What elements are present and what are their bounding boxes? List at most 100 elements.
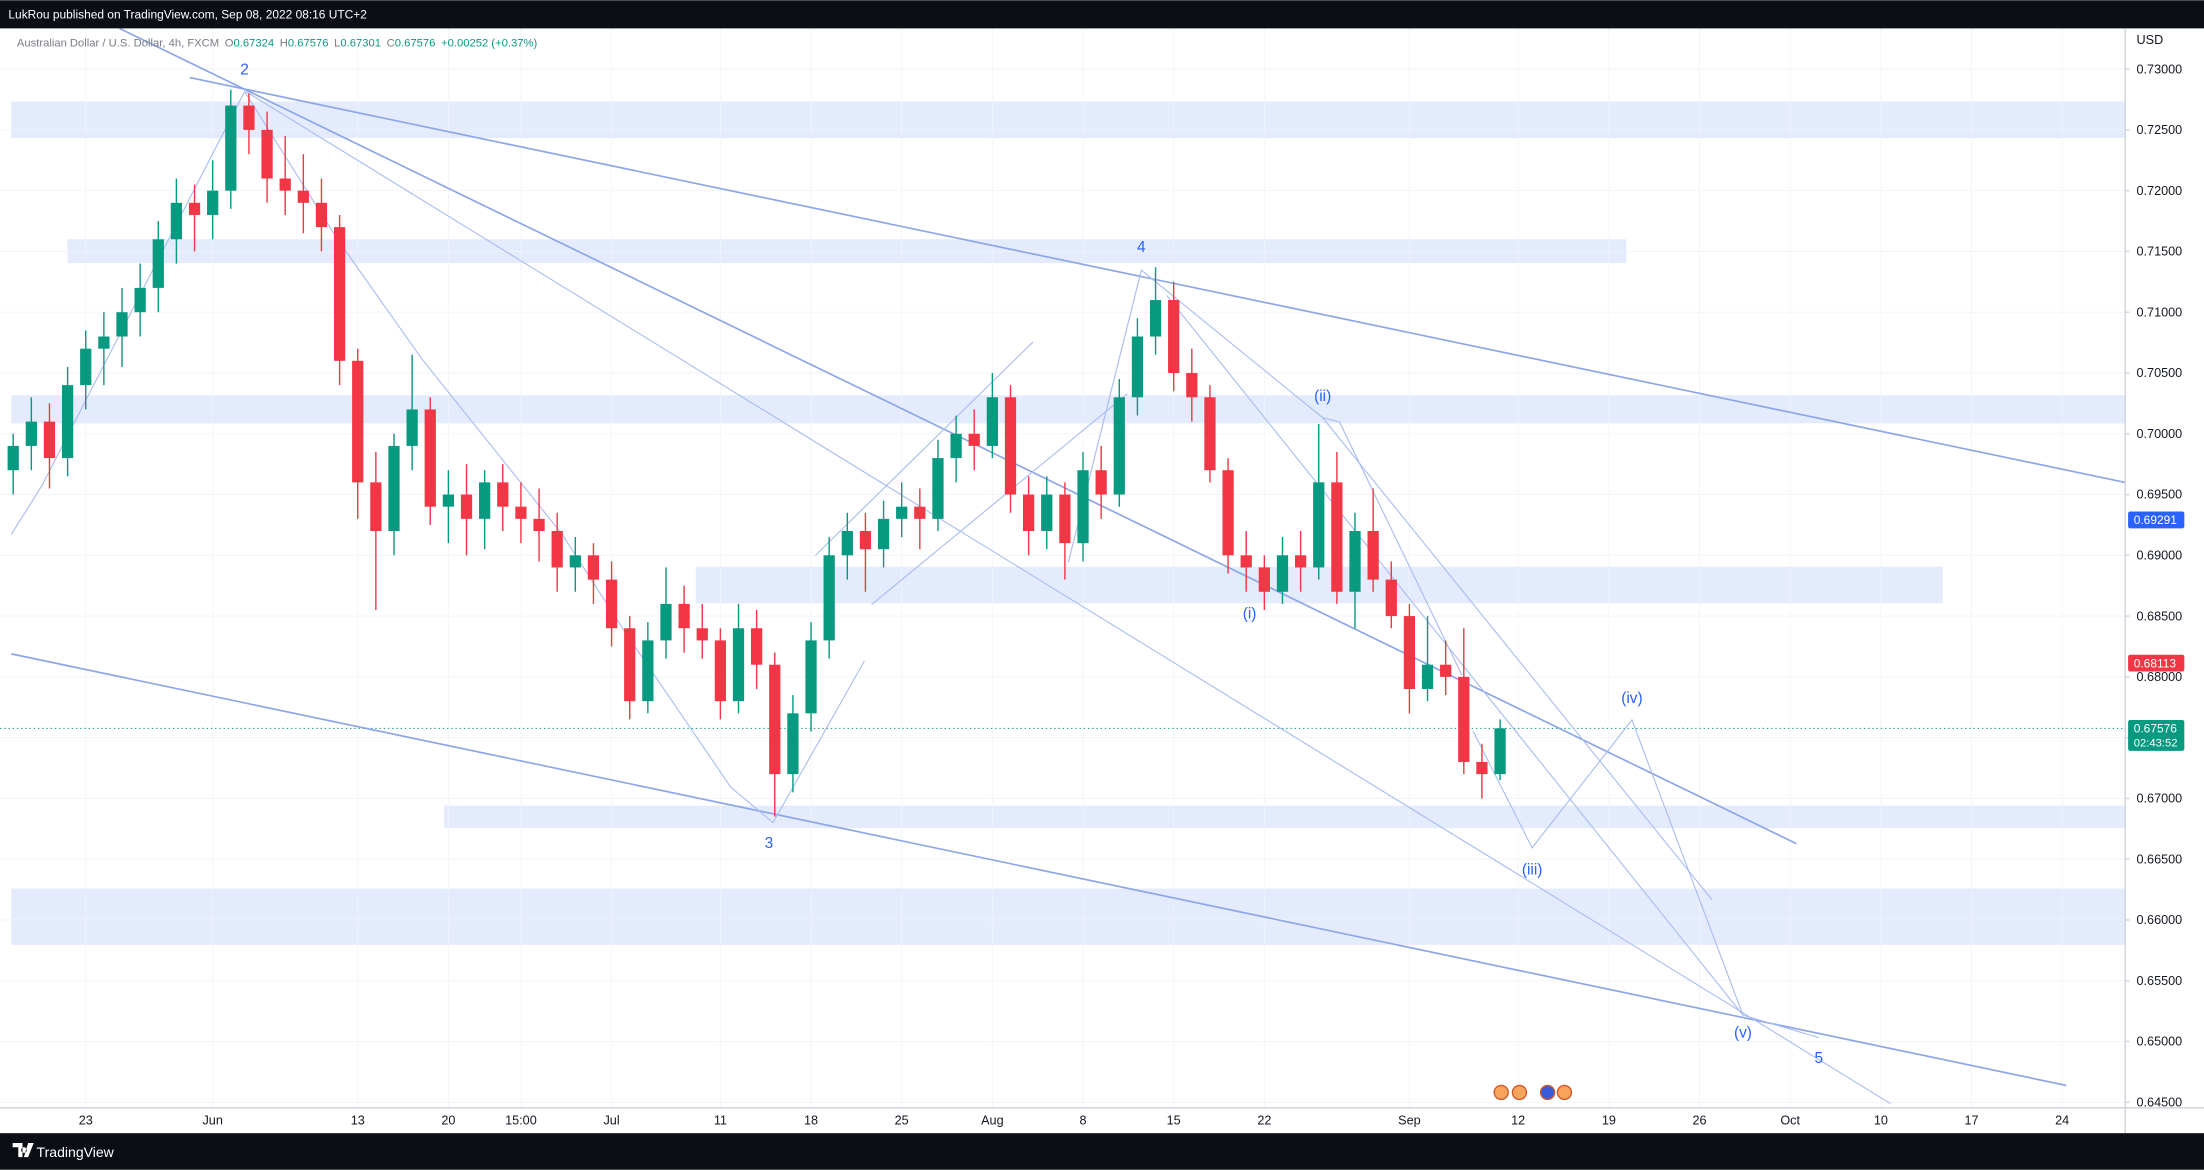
y-tick-label: 0.66000	[2137, 913, 2183, 927]
trendline	[11, 653, 2067, 1087]
projection-line	[1166, 295, 1744, 1016]
y-tick-label: 0.72500	[2137, 123, 2183, 137]
candle-body	[333, 227, 346, 361]
x-tick-label: 23	[79, 1114, 93, 1128]
ohlc-value: 0.67576	[288, 38, 329, 50]
x-tick-label: 26	[1692, 1114, 1706, 1128]
symbol: Australian Dollar / U.S. Dollar, 4h, FXC…	[17, 38, 219, 50]
x-tick-label: Sep	[1398, 1114, 1421, 1128]
candle-body	[152, 239, 164, 288]
candle-body	[968, 433, 980, 446]
candle-body	[61, 385, 74, 459]
candle-body	[751, 628, 763, 665]
ohlc-value: 0.67324	[234, 38, 275, 50]
ohlc-key: H	[280, 38, 288, 50]
x-tick-label: Jun	[202, 1114, 222, 1128]
candle-body	[533, 518, 545, 531]
price-tag-label: 0.69291	[2134, 513, 2178, 527]
x-tick-label: 15:00	[505, 1114, 537, 1128]
candle-body	[660, 603, 672, 641]
candle-body	[25, 421, 37, 446]
price-tag	[2128, 719, 2185, 751]
candle-body	[823, 555, 835, 641]
x-tick-label: 18	[804, 1114, 818, 1128]
wave-label: 5	[1815, 1050, 1824, 1067]
y-tick-label: 0.67000	[2137, 792, 2183, 806]
y-tick-label: 0.68500	[2137, 609, 2183, 623]
publisher: LukRou published on TradingView.com, Sep…	[8, 8, 367, 22]
currency: USD	[2137, 33, 2164, 47]
ohlc-key: C	[387, 38, 395, 50]
wave-labels: 2 4 3 (ii) (i) (iv) (iii) (v) 5	[240, 62, 1823, 1067]
y-tick-label: 0.66500	[2137, 852, 2183, 866]
candle-body	[352, 360, 364, 483]
y-tick-label: 0.69500	[2137, 488, 2183, 502]
candle-body	[569, 555, 581, 568]
event-icon	[1539, 1084, 1556, 1101]
candle-body	[932, 458, 944, 519]
price-tag-label: 0.67576	[2134, 722, 2178, 736]
candle-body	[1276, 555, 1289, 592]
candle-body	[769, 664, 781, 775]
candle-body	[950, 433, 962, 459]
x-tick-label: 12	[1511, 1114, 1525, 1128]
candle-body	[134, 287, 146, 313]
x-tick-label: 20	[441, 1114, 455, 1128]
candle-body	[732, 628, 745, 702]
event-icon	[1493, 1084, 1509, 1101]
candle-body	[805, 640, 817, 714]
event-icon	[1511, 1084, 1528, 1101]
event-icon	[1556, 1084, 1573, 1101]
y-tick-label: 0.70000	[2137, 427, 2183, 441]
candle-body	[442, 494, 455, 507]
channel-line	[871, 393, 1128, 606]
candle-body	[370, 482, 382, 531]
candle-body	[388, 445, 400, 531]
candle-body	[1041, 494, 1053, 531]
candle-body	[116, 312, 128, 337]
candle-body	[624, 628, 636, 702]
candle-body	[551, 530, 563, 568]
candle-body	[1095, 470, 1107, 495]
candle-body	[877, 518, 890, 550]
candle-body	[1186, 372, 1198, 398]
y-tick-label: 0.71000	[2137, 305, 2183, 319]
candle-body	[1222, 470, 1234, 556]
candle-body	[1204, 397, 1216, 471]
y-tick-label: 0.73000	[2137, 62, 2183, 76]
candle-body	[1403, 616, 1416, 690]
candle-body	[515, 506, 527, 519]
x-tick-label: 8	[1080, 1114, 1087, 1128]
x-tick-label: Oct	[1780, 1114, 1800, 1128]
projection-line	[1322, 417, 1713, 901]
candle-body	[1004, 397, 1017, 495]
candle-body	[297, 190, 309, 203]
y-tick-label: 0.72000	[2137, 184, 2183, 198]
x-tick-label: 11	[714, 1114, 727, 1128]
candle-body	[80, 348, 92, 386]
wave-label: (iii)	[1522, 862, 1543, 879]
zone	[11, 395, 2126, 424]
event-icons	[1493, 1084, 1573, 1101]
logo	[12, 1143, 34, 1158]
candle-body	[1385, 579, 1397, 617]
trendline	[189, 76, 2126, 484]
brand: TradingView	[37, 1144, 115, 1160]
change: +0.00252 (+0.37%)	[441, 38, 537, 50]
countdown: 02:43:52	[2134, 738, 2178, 750]
channel-line	[814, 341, 1034, 556]
candle-body	[787, 713, 799, 775]
trendlines	[10, 27, 2126, 1105]
projection-path	[1472, 718, 1820, 1039]
y-tick-label: 0.65000	[2137, 1035, 2183, 1049]
candle-body	[1458, 676, 1470, 762]
candle-body	[1240, 555, 1252, 568]
ohlc-key: O	[225, 38, 234, 50]
x-tick-label: 13	[351, 1114, 365, 1128]
candle-body	[859, 530, 872, 550]
candle-body	[986, 397, 998, 446]
candle-body	[1331, 482, 1343, 592]
price-tag	[2128, 511, 2185, 529]
candle-body	[170, 202, 183, 240]
